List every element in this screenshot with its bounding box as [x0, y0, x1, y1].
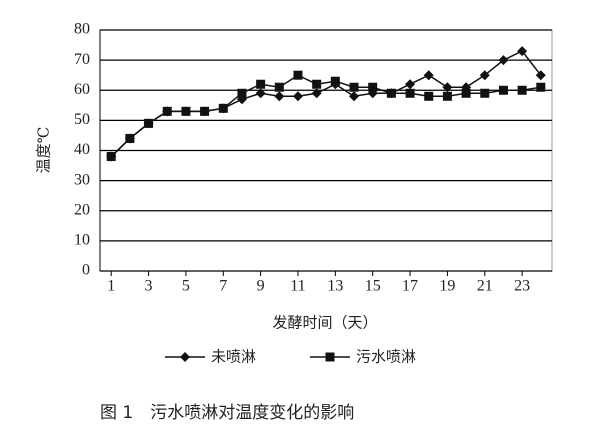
y-tick-label: 70: [74, 51, 90, 68]
data-point: [237, 88, 247, 98]
x-tick-label: 1: [107, 278, 115, 295]
caption: 图 1 污水喷淋对温度变化的影响: [100, 403, 354, 423]
x-tick-label: 5: [182, 278, 190, 295]
data-point: [368, 82, 378, 92]
data-point: [442, 82, 453, 93]
data-point: [181, 106, 191, 116]
data-point: [461, 88, 471, 98]
data-point: [349, 91, 360, 102]
x-tick-label: 15: [365, 278, 381, 295]
y-tick-label: 50: [74, 111, 90, 128]
data-point: [423, 70, 434, 81]
data-point: [349, 82, 359, 92]
data-point: [256, 79, 266, 89]
legend-marker: [180, 352, 190, 362]
data-point: [535, 70, 546, 81]
data-point: [162, 106, 172, 116]
x-tick-label: 7: [219, 278, 227, 295]
data-point: [330, 76, 340, 86]
data-point: [200, 106, 210, 116]
x-tick-label: 17: [402, 278, 418, 295]
data-point: [312, 79, 322, 89]
data-point: [386, 88, 396, 98]
data-point: [517, 85, 527, 95]
x-tick-label: 11: [290, 278, 305, 295]
x-tick-label: 23: [514, 278, 530, 295]
data-point: [405, 79, 416, 90]
y-tick-label: 10: [74, 232, 90, 249]
data-point: [274, 82, 284, 92]
data-point: [106, 152, 116, 162]
x-axis-label: 发酵时间（天）: [272, 314, 377, 332]
data-point: [442, 91, 452, 101]
data-point: [405, 88, 415, 98]
y-tick-label: 40: [74, 141, 90, 158]
data-point: [479, 70, 490, 81]
data-point: [480, 88, 490, 98]
data-point: [536, 82, 546, 92]
data-point: [293, 70, 303, 80]
data-point: [517, 46, 528, 57]
x-tick-label: 21: [477, 278, 493, 295]
data-point: [274, 91, 285, 102]
y-tick-label: 20: [74, 201, 90, 218]
data-point: [498, 55, 509, 66]
y-tick-label: 60: [74, 81, 90, 98]
y-tick-label: 0: [82, 262, 90, 279]
data-point: [218, 103, 228, 113]
y-tick-label: 80: [74, 21, 90, 38]
data-point: [144, 118, 154, 128]
y-tick-label: 30: [74, 171, 90, 188]
legend-marker: [325, 352, 335, 362]
x-tick-label: 3: [145, 278, 153, 295]
series-line: [110, 50, 542, 158]
data-point: [498, 85, 508, 95]
data-point: [255, 88, 266, 99]
x-tick-label: 19: [439, 278, 455, 295]
x-tick-label: 13: [327, 278, 343, 295]
y-axis-label: 温度℃: [35, 127, 52, 174]
data-point: [424, 91, 434, 101]
data-point: [311, 88, 322, 99]
series-line: [110, 74, 541, 158]
legend-label: 污水喷淋: [356, 348, 416, 366]
data-point: [125, 133, 135, 143]
x-tick-label: 9: [257, 278, 265, 295]
data-point: [292, 91, 303, 102]
legend-label: 未喷淋: [211, 348, 256, 366]
